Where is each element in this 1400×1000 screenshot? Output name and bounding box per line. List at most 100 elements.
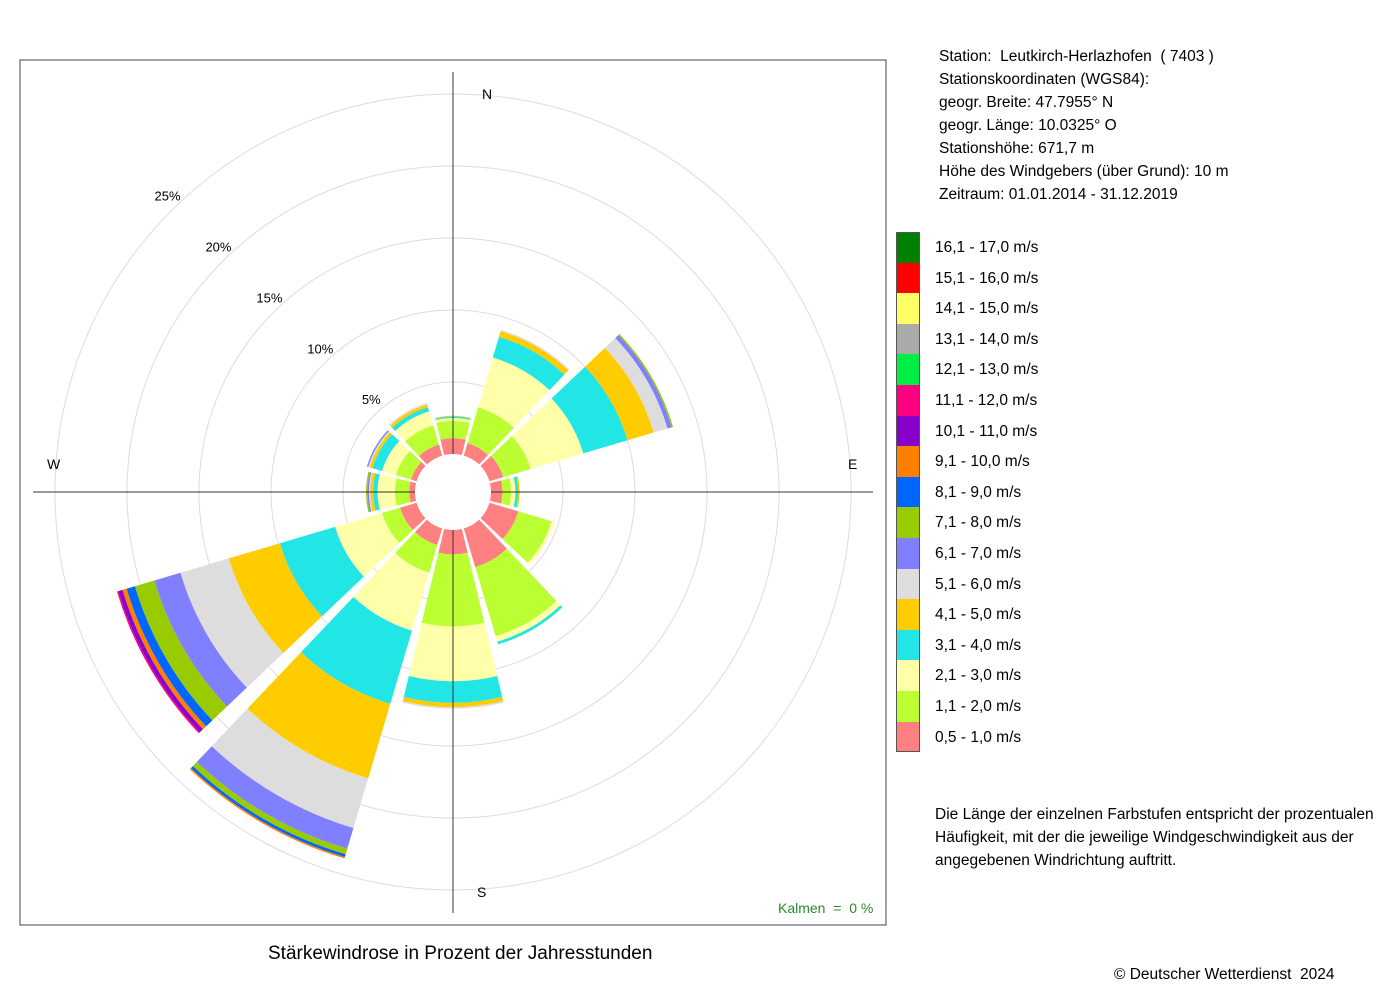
legend-label: 8,1 - 9,0 m/s bbox=[935, 483, 1022, 501]
legend-label: 13,1 - 14,0 m/s bbox=[935, 330, 1039, 348]
time-period: Zeitraum: 01.01.2014 - 31.12.2019 bbox=[939, 186, 1178, 203]
wind-segment bbox=[192, 761, 348, 855]
radial-tick-label: 10% bbox=[307, 341, 333, 356]
legend-swatch bbox=[896, 660, 920, 691]
east-label: E bbox=[848, 456, 857, 472]
legend-swatch bbox=[896, 568, 920, 600]
wind-segment bbox=[414, 519, 443, 546]
wind-segment bbox=[527, 521, 555, 565]
station-longitude: geogr. Länge: 10.0325° O bbox=[939, 117, 1117, 134]
wind-segment bbox=[480, 502, 519, 539]
wind-segment bbox=[491, 436, 531, 478]
wind-segment bbox=[211, 708, 369, 829]
legend-swatch bbox=[896, 415, 920, 447]
legend-swatch bbox=[896, 293, 920, 324]
axes bbox=[33, 72, 873, 913]
west-label: W bbox=[47, 456, 61, 472]
wind-segment bbox=[411, 461, 426, 482]
legend-swatch bbox=[896, 537, 920, 569]
legend-swatch bbox=[896, 599, 920, 630]
legend-label: 0,5 - 1,0 m/s bbox=[935, 728, 1022, 746]
anemometer-height: Höhe des Windgebers (über Grund): 10 m bbox=[939, 163, 1229, 180]
legend-label: 14,1 - 15,0 m/s bbox=[935, 300, 1039, 318]
legend-label: 9,1 - 10,0 m/s bbox=[935, 453, 1030, 471]
wind-segment bbox=[497, 605, 563, 645]
sector-150 bbox=[463, 519, 563, 645]
wind-segment bbox=[228, 543, 323, 653]
legend-swatch bbox=[896, 446, 920, 477]
wind-segment bbox=[390, 404, 428, 428]
wind-segment bbox=[335, 513, 400, 577]
wind-segment bbox=[369, 432, 393, 469]
legend-label: 7,1 - 8,0 m/s bbox=[935, 514, 1022, 532]
legend-label: 15,1 - 16,0 m/s bbox=[935, 269, 1039, 287]
wind-segment bbox=[366, 471, 370, 513]
wind-segment bbox=[382, 441, 410, 476]
radial-tick-label: 5% bbox=[362, 392, 381, 407]
wind-segment bbox=[402, 696, 504, 708]
wind-segment bbox=[502, 511, 552, 563]
chart-caption: Stärkewindrose in Prozent der Jahresstun… bbox=[268, 943, 653, 964]
explanation-note: Die Länge der einzelnen Farbstufen entsp… bbox=[935, 806, 1374, 869]
station-name: Station: Leutkirch-Herlazhofen ( 7403 ) bbox=[939, 48, 1214, 65]
wind-segment bbox=[180, 558, 284, 688]
wind-segment bbox=[492, 336, 565, 391]
sector-210 bbox=[189, 519, 443, 859]
wind-segment bbox=[368, 431, 390, 468]
legend-swatch bbox=[896, 232, 920, 263]
legend-swatch bbox=[896, 476, 920, 508]
wind-segment bbox=[418, 444, 443, 465]
sector-330 bbox=[389, 403, 443, 465]
legend-label: 4,1 - 5,0 m/s bbox=[935, 606, 1022, 624]
wind-sectors bbox=[116, 329, 674, 859]
copyright: © Deutscher Wetterdienst 2024 bbox=[1114, 966, 1335, 983]
wind-segment bbox=[366, 430, 389, 467]
legend-swatch bbox=[896, 354, 920, 385]
wind-segment bbox=[463, 443, 489, 465]
radial-tick-label: 15% bbox=[256, 290, 282, 305]
wind-segment bbox=[247, 652, 391, 779]
wind-segment bbox=[585, 347, 654, 441]
wind-segment bbox=[435, 416, 471, 421]
legend-label: 5,1 - 6,0 m/s bbox=[935, 575, 1022, 593]
sector-120 bbox=[480, 502, 555, 565]
wind-segment bbox=[480, 455, 504, 482]
wind-segment bbox=[392, 407, 430, 432]
station-latitude: geogr. Breite: 47.7955° N bbox=[939, 94, 1114, 111]
plot-frame bbox=[19, 59, 887, 926]
wind-segment bbox=[551, 366, 628, 454]
wind-segment bbox=[498, 331, 569, 375]
wind-segment bbox=[399, 502, 426, 531]
wind-segment bbox=[368, 472, 373, 512]
legend-label: 2,1 - 3,0 m/s bbox=[935, 667, 1022, 685]
wind-segment bbox=[118, 589, 203, 733]
legend-label: 3,1 - 4,0 m/s bbox=[935, 636, 1022, 654]
wind-segment bbox=[463, 519, 507, 568]
legend-swatch bbox=[896, 507, 920, 538]
wind-segment bbox=[435, 415, 471, 419]
legend-swatch bbox=[896, 323, 920, 355]
wind-segment bbox=[511, 398, 584, 469]
wind-segment bbox=[475, 548, 557, 637]
sector-60 bbox=[480, 334, 674, 482]
wind-segment bbox=[279, 526, 364, 617]
legend-label: 1,1 - 2,0 m/s bbox=[935, 697, 1022, 715]
wind-segment bbox=[604, 337, 668, 433]
legend-swatch bbox=[896, 384, 920, 416]
wind-segment bbox=[495, 601, 561, 642]
wind-segment bbox=[478, 357, 550, 428]
wind-segment bbox=[154, 572, 247, 707]
wind-segment bbox=[615, 335, 672, 429]
calm-label: Kalmen = 0 % bbox=[778, 900, 873, 916]
wind-segment bbox=[196, 746, 354, 849]
wind-segment bbox=[395, 411, 434, 442]
wind-segment bbox=[367, 472, 372, 512]
wind-segment bbox=[353, 552, 430, 631]
radial-tick-label: 20% bbox=[205, 239, 231, 254]
wind-segment bbox=[402, 701, 504, 709]
wind-segment bbox=[300, 596, 412, 704]
south-label: S bbox=[477, 884, 486, 900]
wind-segment bbox=[382, 507, 413, 543]
sector-300 bbox=[366, 430, 426, 482]
